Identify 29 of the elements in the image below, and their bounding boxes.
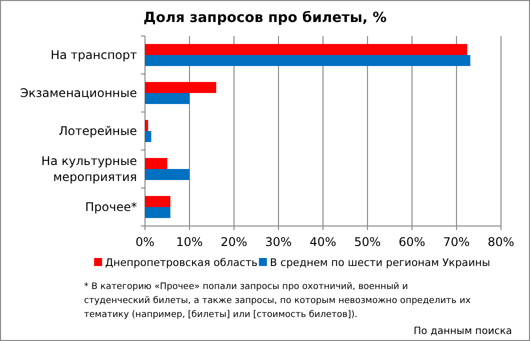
text: По данным поиска (414, 326, 512, 337)
legend-label: Днепропетровская область (105, 257, 258, 269)
bar (145, 196, 170, 207)
y-tick-label: На культурные мероприятия (41, 154, 137, 184)
x-tick-label: 40% (310, 235, 336, 249)
x-tick-label: 60% (398, 235, 426, 249)
x-tick-label: 10% (176, 235, 203, 249)
bar (145, 93, 190, 104)
bar (145, 207, 170, 218)
x-tick-label: 30% (265, 235, 292, 249)
chart-title: Доля запросов про билеты, % (143, 10, 387, 26)
x-tick-label: 0% (135, 235, 155, 249)
bar (145, 120, 148, 131)
bar (145, 44, 468, 55)
bar (145, 169, 190, 180)
x-tick-label: 80% (488, 235, 514, 249)
y-tick-label: Экзаменационные (20, 86, 137, 100)
bar (145, 158, 168, 169)
bar (145, 131, 152, 142)
text: * В категорию «Прочее» попали запросы про охотничий, военный и студенческий билеты, а также запросы, по которым невозможно определить их тематику (например, [билеты] или [стоимость билетов]). (84, 281, 472, 322)
legend-label: В среднем по шести регионам Украины (270, 257, 490, 269)
bar (145, 55, 470, 66)
x-tick-label: 20% (220, 235, 248, 249)
x-tick-label: 70% (443, 235, 470, 249)
y-tick-label: Лотерейные (58, 124, 137, 138)
y-tick-label: Прочее* (85, 200, 137, 214)
x-tick-label: 50% (354, 235, 381, 249)
bar (145, 82, 216, 93)
y-tick-label: На транспорт (50, 48, 138, 62)
